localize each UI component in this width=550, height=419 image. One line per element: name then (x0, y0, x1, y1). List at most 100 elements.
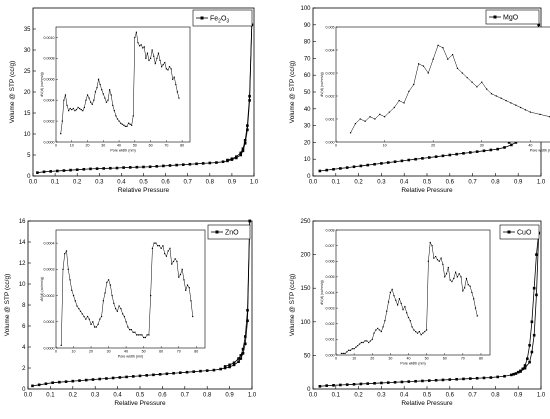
inset-pore-point (155, 242, 157, 244)
inset-pore-point (418, 63, 420, 65)
inset-pore-point (139, 334, 141, 336)
inset-pore-point (520, 106, 522, 109)
desorption-point (535, 253, 538, 256)
inset-pore-point (88, 97, 90, 99)
inset-pore-point (440, 257, 442, 259)
inset-pore-point (465, 277, 468, 280)
x-tick-label: 0.3 (95, 180, 104, 186)
inset-pore-point (371, 338, 373, 340)
inset-pore-point (382, 326, 384, 328)
inset-pore-point (140, 44, 142, 46)
adsorption-point (155, 165, 159, 168)
inset-pore-point (97, 323, 99, 325)
desorption-point (519, 369, 522, 373)
inset-pore-point (116, 310, 118, 312)
inset-pore-point (72, 107, 74, 110)
x-tick-label: 0.9 (228, 180, 237, 186)
adsorption-point (339, 167, 342, 170)
adsorption-point (441, 378, 445, 382)
inset-pore-point (456, 276, 458, 278)
legend-box (499, 224, 540, 240)
inset-pore-point (420, 334, 422, 336)
inset-pore-point (379, 113, 381, 115)
inset-y-axis-label: dV(d) (cc/nm/g) (320, 72, 324, 97)
legend-marker (215, 230, 219, 234)
inset-pore-point (170, 68, 172, 70)
adsorption-point (84, 378, 88, 382)
y-tick-label: 14 (19, 240, 26, 246)
inset-pore-point (150, 294, 152, 297)
inset-pore-point (427, 260, 429, 262)
inset-pore-point (422, 65, 425, 67)
inset-pore-point (406, 312, 408, 314)
inset-x-tick-label: 60 (149, 144, 153, 148)
inset-pore-point (93, 326, 96, 328)
desorption-point (241, 147, 245, 150)
inset-pore-point (135, 31, 137, 33)
inset-pore-point (185, 289, 187, 291)
inset-pore-point (373, 332, 375, 334)
y-tick-label: 0 (307, 174, 311, 180)
inset-pore-point (451, 280, 453, 283)
adsorption-point (352, 165, 356, 169)
inset-y-tick-label: 0.0002 (44, 119, 55, 123)
adsorption-point (195, 162, 198, 166)
inset-pore-point (123, 315, 125, 318)
inset-pore-point (74, 300, 76, 302)
adsorption-point (325, 168, 328, 172)
inset-pore-point (425, 329, 428, 331)
adsorption-point (118, 376, 122, 379)
adsorption-point (239, 357, 243, 360)
inset-chart: 0 10 20 30 40 50 60 70 80 0.000 0.001 0.002 0.003 0.0… (320, 228, 491, 366)
inset-pore-point (120, 308, 122, 310)
inset-pore-point (362, 341, 364, 344)
inset-y-tick-label: 0.0002 (44, 294, 55, 298)
inset-pore-point (453, 277, 455, 280)
inset-pore-point (96, 87, 98, 89)
inset-y-tick-label: 0.004 (326, 48, 335, 52)
inset-pore-point (438, 260, 440, 262)
adsorption-point (98, 377, 101, 381)
y-tick-label: 60 (304, 73, 311, 79)
inset-pore-point (99, 318, 101, 320)
adsorption-point (427, 156, 431, 159)
adsorption-point (359, 382, 363, 386)
desorption-point (521, 367, 525, 371)
inset-pore-point (398, 298, 401, 300)
inset-pore-point (413, 329, 415, 331)
inset-y-tick-label: 0.0000 (44, 140, 55, 144)
inset-y-tick-label: 0.000 (326, 140, 335, 144)
y-axis-label: Volume @ STP (cc/g) (289, 61, 296, 123)
inset-pore-point (61, 120, 63, 122)
adsorption-point (192, 370, 196, 373)
x-tick-label: 0.9 (514, 180, 523, 186)
inset-x-tick-label: 0 (55, 144, 57, 148)
inset-pore-point (162, 64, 164, 66)
inset-pore-point (75, 108, 78, 111)
y-tick-label: 30 (24, 48, 31, 54)
adsorption-point (89, 167, 92, 171)
adsorption-point (179, 371, 182, 375)
inset-pore-point (369, 116, 371, 118)
inset-pore-point (137, 334, 139, 336)
inset-pore-point (97, 78, 100, 80)
inset-pore-point (151, 247, 154, 249)
inset-pore-point (486, 88, 488, 90)
inset-pore-point (88, 318, 90, 320)
y-axis-label: Volume @ STP (cc/g) (9, 61, 16, 123)
inset-pore-point (158, 245, 161, 247)
inset-pore-point (369, 340, 372, 342)
inset-pore-point (366, 340, 368, 342)
x-tick-label: 0.6 (446, 180, 455, 186)
desorption-point (532, 286, 536, 290)
inset-pore-point (138, 45, 141, 47)
inset-pore-point (156, 57, 158, 59)
inset-pore-point (447, 58, 449, 60)
x-tick-label: 0.1 (332, 393, 341, 399)
inset-pore-point (153, 242, 155, 244)
adsorption-point (71, 379, 75, 383)
adsorption-point (400, 159, 404, 163)
adsorption-point (51, 381, 54, 384)
inset-pore-point (165, 68, 167, 70)
adsorption-point (162, 164, 165, 168)
